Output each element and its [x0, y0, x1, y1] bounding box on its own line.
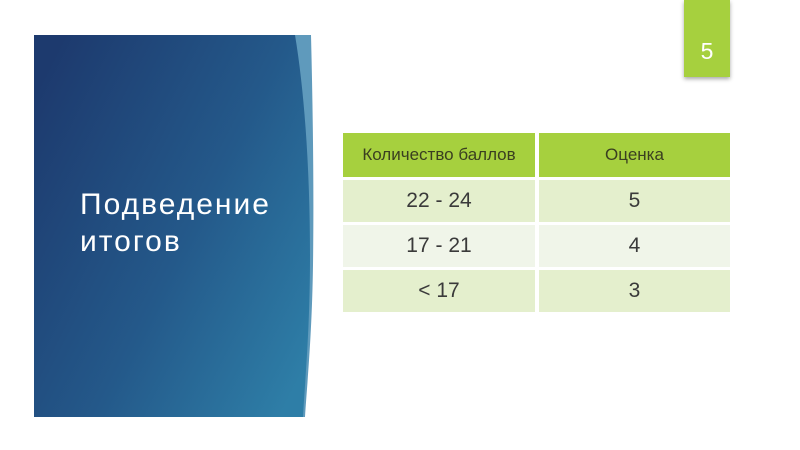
table-header-points: Количество баллов [343, 133, 535, 177]
table-header-grade: Оценка [539, 133, 730, 177]
slide-title: Подведение итогов [80, 188, 271, 258]
table-cell-grade: 4 [539, 225, 730, 267]
table-cell-points: < 17 [343, 270, 535, 312]
page-number: 5 [700, 38, 714, 64]
table-cell-grade: 3 [539, 270, 730, 312]
panel-body-shape [34, 35, 310, 417]
score-table: Количество баллов Оценка 22 - 24 5 17 - … [343, 133, 730, 312]
table-cell-points: 17 - 21 [343, 225, 535, 267]
page-number-badge: 5 [684, 0, 730, 77]
table-cell-points: 22 - 24 [343, 180, 535, 222]
title-panel [34, 35, 314, 417]
table-cell-grade: 5 [539, 180, 730, 222]
